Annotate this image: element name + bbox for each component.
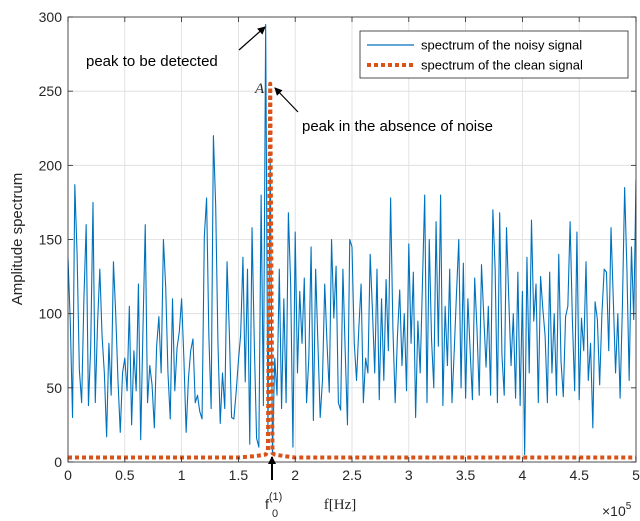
y-tick-label: 100 — [39, 306, 63, 322]
y-tick-label: 300 — [39, 9, 63, 25]
x-tick-label: 1.5 — [229, 467, 249, 483]
f0-superscript: (1) — [269, 491, 282, 503]
arrow-peak-detected — [238, 26, 266, 51]
x-tick-label: 5 — [632, 467, 640, 483]
x-axis-multiplier: ×105 — [602, 501, 632, 519]
y-axis-title: Amplitude spectrum — [9, 173, 26, 306]
legend-box — [359, 30, 629, 79]
f0-base: f — [265, 496, 269, 512]
x-multiplier-exponent: 5 — [626, 501, 632, 512]
f0-marker-label: f(1) 0 — [265, 491, 282, 520]
x-tick-labels: 0 0.5 1 1.5 2 2.5 3 3.5 4 4.5 5 — [64, 467, 640, 483]
annotations: peak to be detected A peak in the absenc… — [86, 26, 493, 520]
x-tick-label: 4 — [519, 467, 527, 483]
y-tick-label: 150 — [39, 232, 63, 248]
legend: spectrum of the noisy signal spectrum of… — [359, 30, 629, 79]
y-tick-label: 0 — [54, 454, 62, 470]
y-tick-label: 200 — [39, 157, 63, 173]
annotation-peak-detected: peak to be detected — [86, 53, 218, 70]
tick-marks — [67, 16, 637, 463]
annotation-a-label: A — [254, 81, 265, 97]
f0-subscript: 0 — [272, 508, 278, 520]
annotation-peak-clean: peak in the absence of noise — [302, 118, 493, 135]
x-tick-label: 3 — [405, 467, 413, 483]
x-tick-label: 0.5 — [115, 467, 135, 483]
legend-clean-label: spectrum of the clean signal — [421, 58, 583, 73]
x-axis-title: f[Hz] — [324, 497, 356, 513]
series-noisy-line — [68, 23, 636, 456]
legend-noisy-label: spectrum of the noisy signal — [421, 38, 582, 53]
y-tick-label: 50 — [46, 380, 62, 396]
x-tick-label: 1 — [178, 467, 186, 483]
x-tick-label: 0 — [64, 467, 72, 483]
x-tick-label: 4.5 — [569, 467, 589, 483]
y-tick-labels: 0 50 100 150 200 250 300 — [39, 9, 63, 470]
y-tick-label: 250 — [39, 83, 63, 99]
x-tick-label: 3.5 — [456, 467, 476, 483]
x-tick-label: 2 — [291, 467, 299, 483]
x-multiplier-base: ×10 — [602, 503, 626, 519]
x-tick-label: 2.5 — [342, 467, 362, 483]
arrow-peak-clean — [274, 87, 299, 113]
